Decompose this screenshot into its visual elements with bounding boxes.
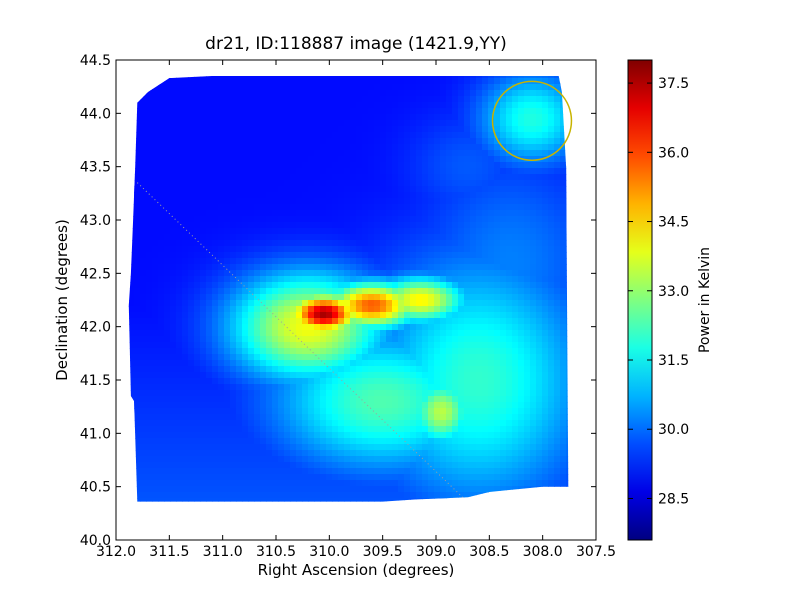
colorbar-tick-label: 30.0: [658, 422, 689, 438]
x-tick-label: 308.5: [469, 544, 509, 560]
x-tick-label: 310.5: [256, 544, 296, 560]
x-tick-label: 309.5: [363, 544, 403, 560]
x-tick-label: 307.5: [576, 544, 616, 560]
colorbar-tick-label: 37.5: [658, 76, 689, 92]
y-tick-label: 40.5: [80, 480, 111, 496]
y-tick-label: 43.5: [80, 160, 111, 176]
y-tick-label: 41.0: [80, 426, 111, 442]
x-tick-label: 308.0: [523, 544, 563, 560]
y-axis-label: Declination (degrees): [53, 219, 71, 381]
colorbar-label: Power in Kelvin: [697, 246, 713, 354]
y-tick-label: 41.5: [80, 373, 111, 389]
chart-title: dr21, ID:118887 image (1421.9,YY): [205, 34, 507, 54]
beam-circle: [491, 80, 573, 162]
x-axis: 312.0 311.5 311.0 310.5 310.0 309.5 309.0 308.5…: [96, 60, 616, 560]
plot-frame: [115, 59, 597, 541]
colorbar-frame: [627, 59, 653, 541]
y-tick-label: 44.5: [80, 53, 111, 69]
x-axis-label: Right Ascension (degrees): [257, 561, 455, 579]
y-tick-label: 40.0: [80, 533, 111, 549]
colorbar-tick-label: 34.5: [658, 215, 689, 231]
colorbar-tick-label: 33.0: [658, 284, 689, 300]
x-tick-label: 312.0: [96, 544, 136, 560]
y-tick-label: 44.0: [80, 106, 111, 122]
y-tick-label: 42.5: [80, 266, 111, 282]
x-tick-label: 309.0: [416, 544, 456, 560]
colorbar-tick-label: 28.5: [658, 491, 689, 507]
colorbar-axis: 28.5 30.0 31.5 33.0 34.5 36.0 37.5: [628, 76, 689, 507]
y-tick-label: 42.0: [80, 320, 111, 336]
heatmap-image: [128, 76, 569, 502]
colorbar-tick-label: 31.5: [658, 353, 689, 369]
x-tick-label: 311.5: [149, 544, 189, 560]
colorbar: [628, 60, 652, 540]
colorbar-tick-label: 36.0: [658, 145, 689, 161]
y-tick-label: 43.0: [80, 213, 111, 229]
x-tick-label: 310.0: [309, 544, 349, 560]
x-tick-label: 311.0: [203, 544, 243, 560]
y-axis: 40.0 40.5 41.0 41.5 42.0 42.5 43.0 43.5 44.0 44.5: [80, 53, 596, 549]
